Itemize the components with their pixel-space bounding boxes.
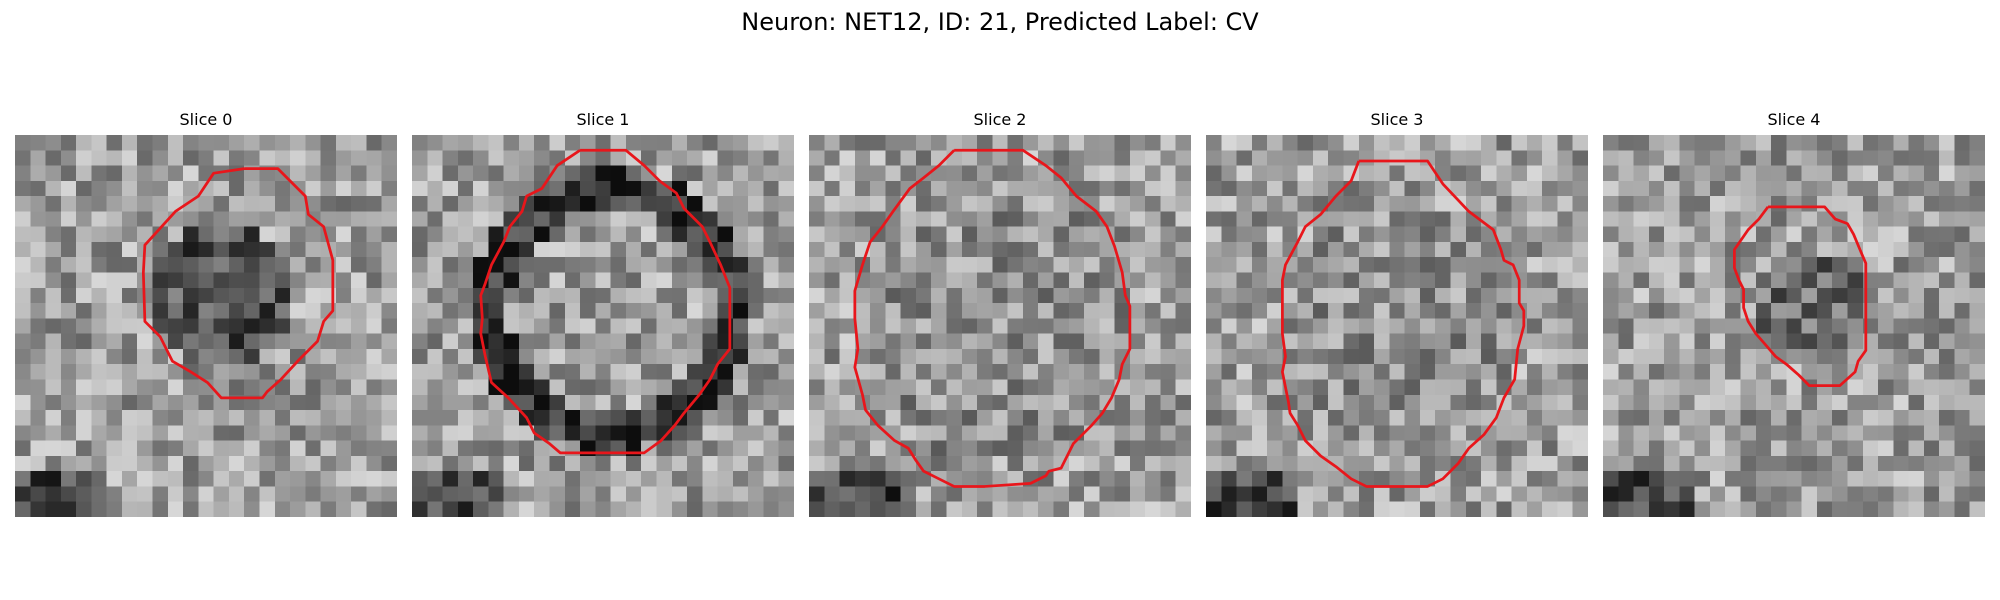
contour-overlay-0	[141, 167, 335, 400]
slice-image-2	[809, 135, 1191, 517]
panel-slice-1	[412, 135, 794, 517]
contour-overlay-2	[853, 148, 1132, 488]
figure-title: Neuron: NET12, ID: 21, Predicted Label: …	[741, 8, 1259, 36]
cell-contour-1	[479, 148, 732, 455]
slice-image-0	[15, 135, 397, 517]
contour-overlay-3	[1281, 159, 1526, 488]
panel-title-slice-0: Slice 0	[179, 110, 233, 129]
panel-title-slice-4: Slice 4	[1767, 110, 1821, 129]
cell-contour-0	[141, 167, 335, 400]
cell-contour-3	[1281, 159, 1526, 488]
panel-title-slice-1: Slice 1	[576, 110, 630, 129]
panel-slice-2	[809, 135, 1191, 517]
contour-overlay-1	[479, 148, 732, 455]
panel-title-slice-2: Slice 2	[973, 110, 1027, 129]
panel-slice-0	[15, 135, 397, 517]
panel-slice-4	[1603, 135, 1985, 517]
panel-title-slice-3: Slice 3	[1370, 110, 1424, 129]
panel-slice-3	[1206, 135, 1588, 517]
contour-overlay-4	[1733, 205, 1868, 387]
cell-contour-2	[853, 148, 1132, 488]
slice-image-4	[1603, 135, 1985, 517]
cell-contour-4	[1733, 205, 1868, 387]
